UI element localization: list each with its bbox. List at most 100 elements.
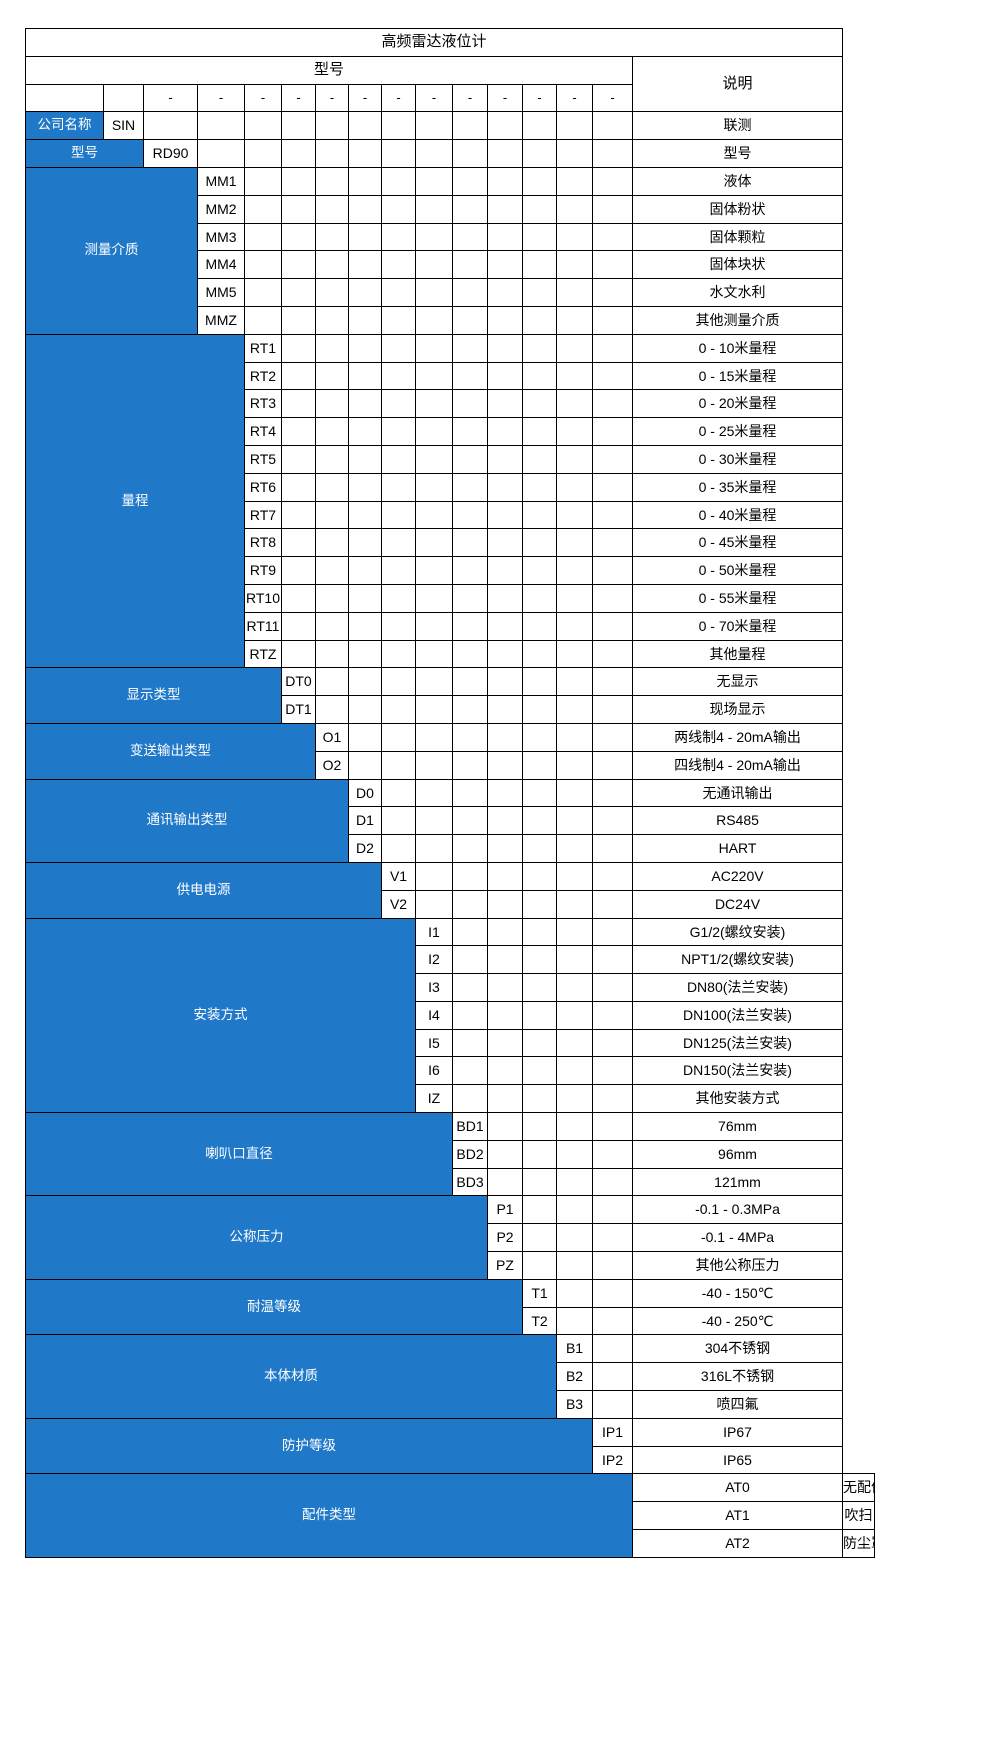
empty-cell (381, 111, 416, 141)
option-description: 喷四氟 (631, 1390, 844, 1419)
empty-cell (522, 1223, 557, 1253)
option-code: V2 (381, 889, 416, 919)
table-row: IP2 IP65 (26, 1445, 875, 1475)
empty-cell (592, 1362, 633, 1392)
empty-cell (522, 611, 557, 641)
empty-cell (348, 417, 382, 446)
empty-cell (348, 695, 382, 724)
empty-cell (592, 1251, 633, 1280)
option-code: RT10 (244, 583, 282, 613)
category-label-10: 喇叭口直径 (25, 1112, 453, 1197)
empty-cell (522, 472, 557, 502)
option-description: 液体 (631, 166, 844, 196)
table-row: V2 DC24V (26, 889, 875, 919)
empty-cell (487, 722, 523, 752)
option-description: 0 - 20米量程 (631, 389, 844, 419)
empty-cell (281, 305, 316, 335)
empty-cell (348, 278, 382, 307)
empty-cell (522, 1028, 557, 1058)
empty-cell (556, 806, 593, 836)
empty-cell (381, 778, 416, 808)
empty-cell (487, 667, 523, 697)
empty-cell (381, 583, 416, 613)
empty-cell (381, 166, 416, 196)
option-description: -40 - 150℃ (631, 1278, 844, 1308)
empty-cell (487, 417, 523, 446)
option-code: I4 (415, 1000, 453, 1030)
empty-cell (592, 861, 633, 891)
empty-cell (487, 556, 523, 585)
empty-cell (487, 139, 523, 168)
option-code: RT4 (244, 417, 282, 446)
separator-dash: - (315, 83, 349, 113)
empty-cell (452, 417, 488, 446)
empty-cell (487, 834, 523, 863)
empty-cell (415, 722, 453, 752)
empty-cell (592, 1278, 633, 1308)
empty-cell (522, 917, 557, 947)
option-code: I5 (415, 1028, 453, 1058)
table-row: RT2 0 - 15米量程 (26, 361, 875, 391)
empty-cell (487, 917, 523, 947)
option-description: 121mm (631, 1167, 844, 1197)
empty-cell (556, 361, 593, 391)
table-row: B2 316L不锈钢 (26, 1362, 875, 1392)
empty-cell (381, 333, 416, 363)
option-code: IP2 (592, 1445, 633, 1475)
table-row: I4 DN100(法兰安装) (26, 1000, 875, 1030)
table-row: I6 DN150(法兰安装) (26, 1056, 875, 1086)
empty-cell (381, 305, 416, 335)
empty-cell (556, 500, 593, 530)
option-code: RT3 (244, 389, 282, 419)
empty-cell (522, 139, 557, 168)
empty-cell (452, 834, 488, 863)
empty-cell (281, 611, 316, 641)
empty-cell (415, 611, 453, 641)
table-row: RT9 0 - 50米量程 (26, 556, 875, 585)
empty-cell (348, 611, 382, 641)
empty-cell (556, 639, 593, 669)
empty-cell (522, 166, 557, 196)
empty-cell (556, 973, 593, 1002)
empty-cell (415, 806, 453, 836)
option-description: -40 - 250℃ (631, 1306, 844, 1336)
empty-cell (592, 333, 633, 363)
table-row: I2 NPT1/2(螺纹安装) (26, 945, 875, 975)
option-code: I1 (415, 917, 453, 947)
empty-cell (452, 389, 488, 419)
empty-cell (556, 1251, 593, 1280)
empty-cell (592, 194, 633, 224)
option-code: B1 (556, 1334, 593, 1364)
option-description: 0 - 35米量程 (631, 472, 844, 502)
empty-cell (452, 222, 488, 252)
empty-cell (487, 250, 523, 280)
empty-cell (381, 472, 416, 502)
empty-cell (348, 333, 382, 363)
option-description: 固体粉状 (631, 194, 844, 224)
empty-cell (487, 194, 523, 224)
option-code: AT0 (631, 1473, 844, 1503)
empty-cell (452, 305, 488, 335)
empty-cell (522, 695, 557, 724)
table-row: RT11 0 - 70米量程 (26, 611, 875, 641)
empty-cell (415, 333, 453, 363)
empty-cell (315, 333, 349, 363)
empty-cell (348, 583, 382, 613)
empty-cell (592, 528, 633, 558)
option-code: AT2 (631, 1529, 844, 1558)
empty-cell (556, 1084, 593, 1114)
option-code: I3 (415, 973, 453, 1002)
empty-cell (556, 1167, 593, 1197)
empty-cell (592, 1056, 633, 1086)
empty-cell (315, 305, 349, 335)
empty-cell (556, 611, 593, 641)
empty-cell (452, 166, 488, 196)
empty-cell (415, 750, 453, 780)
separator-dash: - (244, 83, 282, 113)
empty-cell (556, 945, 593, 975)
option-description: 固体颗粒 (631, 222, 844, 252)
category-label-8: 供电电源 (25, 861, 382, 919)
empty-cell (281, 194, 316, 224)
empty-cell (348, 250, 382, 280)
option-description: 0 - 10米量程 (631, 333, 844, 363)
